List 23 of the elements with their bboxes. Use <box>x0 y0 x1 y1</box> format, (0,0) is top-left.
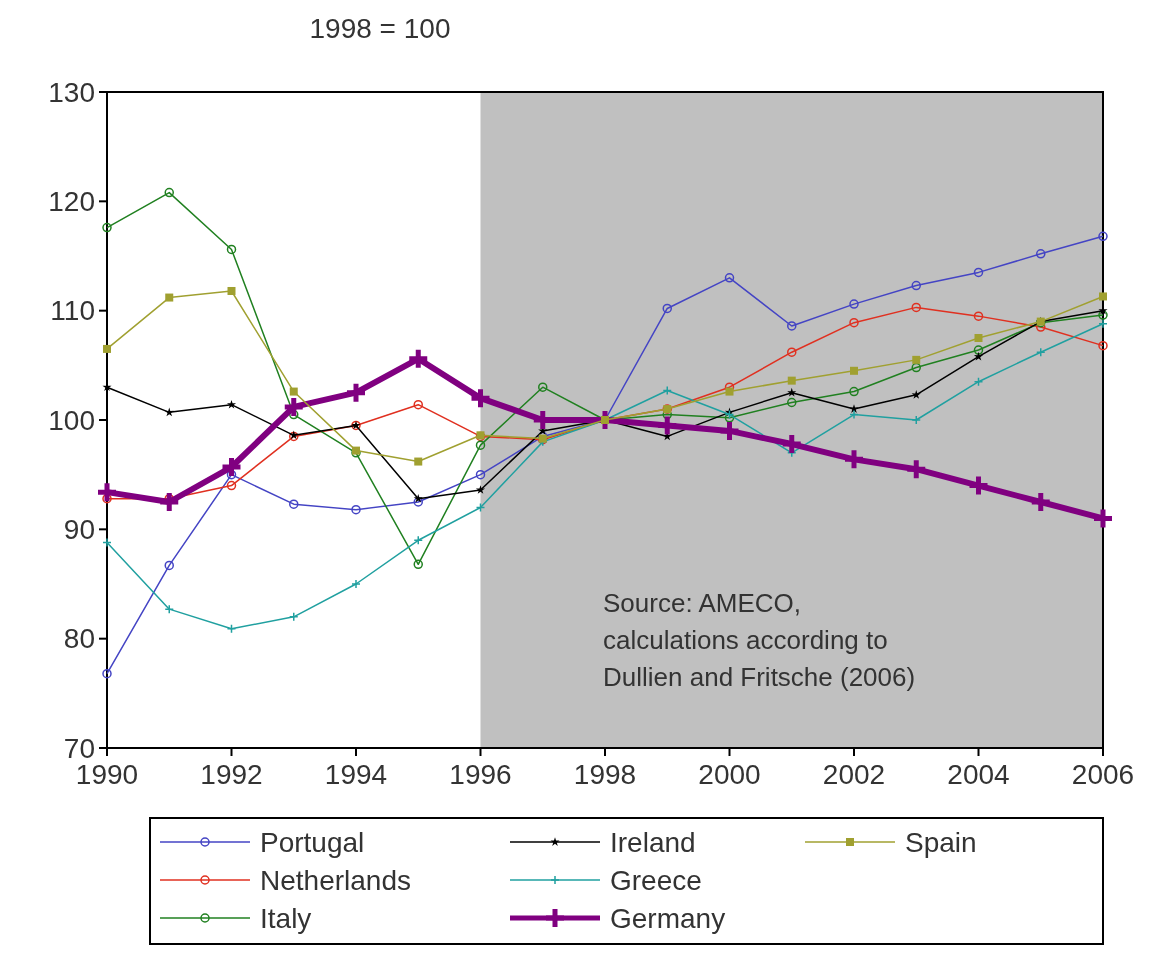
legend-label: Germany <box>610 902 726 934</box>
y-tick-label: 90 <box>63 514 95 546</box>
x-tick-label: 2002 <box>822 759 886 790</box>
x-tick-label: 1992 <box>200 759 263 790</box>
legend-label: Italy <box>260 902 312 934</box>
x-tick-label: 2006 <box>1071 759 1135 790</box>
x-tick-label: 1998 <box>573 759 637 790</box>
annotation: Source: AMECO, calculations according to Dullien and Fritsche (2006) <box>603 588 916 692</box>
legend-label: Ireland <box>610 826 696 858</box>
x-tick-label: 2000 <box>698 759 761 790</box>
y-tick-label: 80 <box>63 623 95 655</box>
legend-label: Portugal <box>260 826 365 858</box>
chart-title: 1998 = 100 <box>309 13 451 44</box>
legend-label: Spain <box>905 826 977 858</box>
x-tick-label: 1996 <box>449 759 512 790</box>
y-tick-label: 120 <box>48 186 95 218</box>
legend-label: Netherlands <box>260 864 411 896</box>
x-tick-label: 1994 <box>324 759 388 790</box>
y-tick-label: 110 <box>50 295 95 327</box>
y-tick-label: 130 <box>48 76 95 108</box>
y-tick-label: 100 <box>48 404 95 436</box>
legend-label: Greece <box>610 864 702 896</box>
x-tick-label: 2004 <box>947 759 1010 790</box>
